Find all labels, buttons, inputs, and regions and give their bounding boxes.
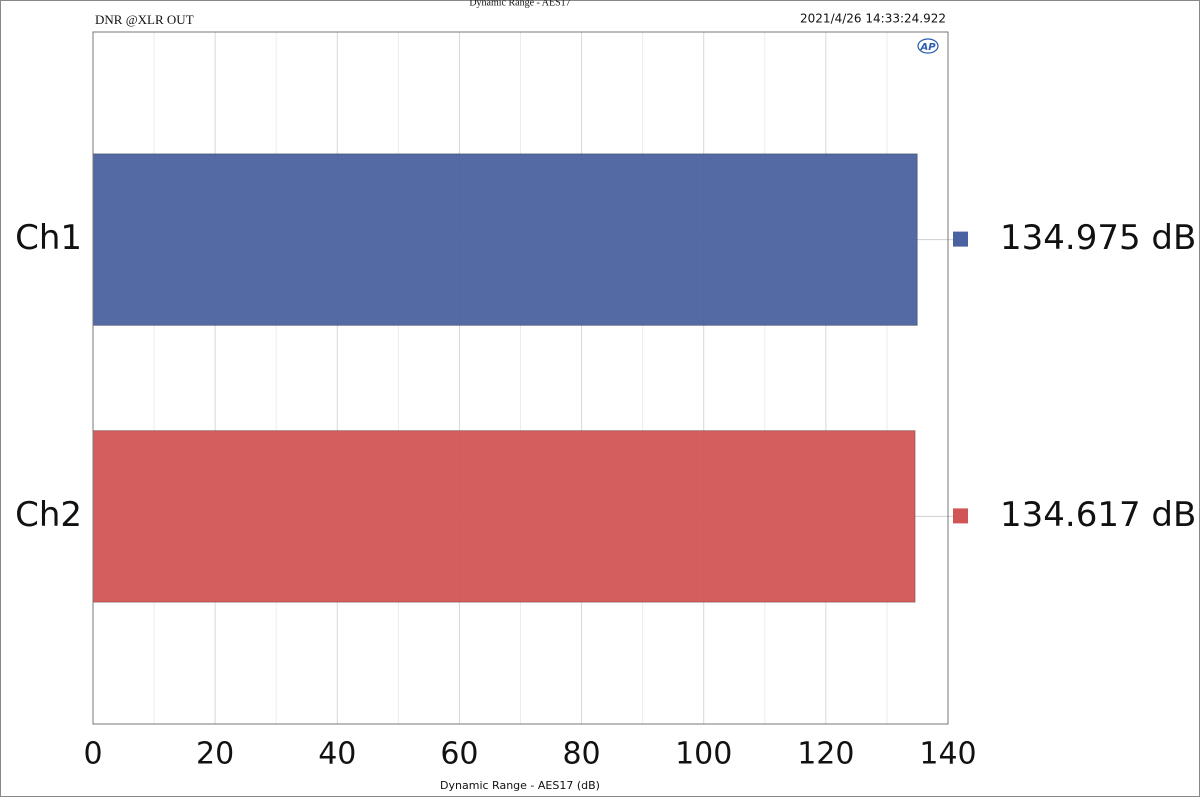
x-tick-label: 0: [83, 737, 102, 772]
bar: [92, 430, 916, 603]
value-label: 134.617 dB: [1000, 495, 1196, 535]
x-tick-label: 80: [562, 737, 600, 772]
legend-swatch: [953, 508, 968, 524]
x-tick-label: 120: [797, 737, 854, 772]
y-tick-label: Ch1: [15, 218, 82, 258]
legend-swatch: [953, 231, 968, 247]
x-tick-label: 60: [440, 737, 478, 772]
x-axis-label: Dynamic Range - AES17 (dB): [440, 779, 600, 792]
chart-subtitle: DNR @XLR OUT: [95, 12, 194, 27]
timestamp: 2021/4/26 14:33:24.922: [800, 12, 946, 26]
chart-title: Dynamic Range - AES17: [469, 0, 570, 8]
x-tick-label: 20: [196, 737, 234, 772]
value-label: 134.975 dB: [1000, 218, 1196, 258]
x-tick-label: 100: [675, 737, 732, 772]
logo: AP: [919, 42, 936, 53]
x-tick-label: 140: [919, 737, 976, 772]
plot-border: [92, 31, 949, 725]
bar: [92, 153, 918, 326]
x-tick-label: 40: [318, 737, 356, 772]
logo-ring: [917, 38, 939, 54]
y-tick-label: Ch2: [15, 495, 82, 535]
